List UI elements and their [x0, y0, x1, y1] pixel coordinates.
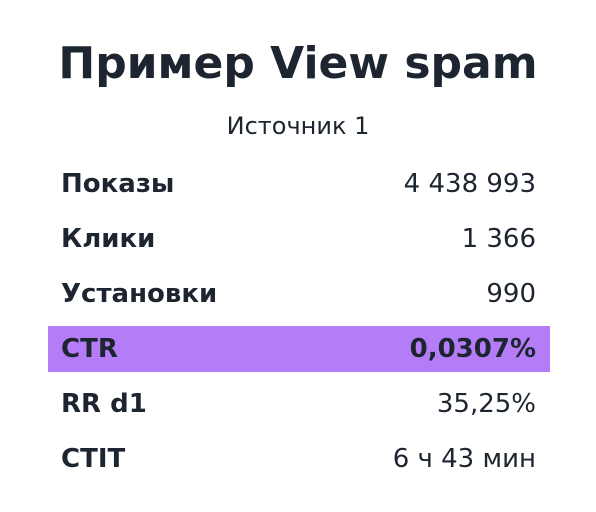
title: Пример View spam: [58, 38, 538, 89]
table-row: Клики 1 366: [48, 216, 550, 262]
metric-name: Установки: [61, 279, 218, 309]
table-row: CTR 0,0307%: [48, 326, 550, 372]
metric-value: 35,25%: [436, 389, 536, 419]
metric-name: CTR: [61, 334, 118, 364]
table-row: Установки 990: [48, 271, 550, 317]
metric-value: 1 366: [461, 224, 536, 254]
metric-value: 0,0307%: [409, 334, 536, 364]
table-row: Показы 4 438 993: [48, 161, 550, 207]
metric-value: 6 ч 43 мин: [392, 444, 536, 474]
metric-value: 990: [486, 279, 536, 309]
metric-name: CTIT: [61, 444, 126, 474]
table-row: CTIT 6 ч 43 мин: [48, 436, 550, 482]
metric-value: 4 438 993: [403, 169, 536, 199]
subtitle: Источник 1: [226, 112, 370, 140]
metric-name: RR d1: [61, 389, 147, 419]
table-row: RR d1 35,25%: [48, 381, 550, 427]
metric-name: Показы: [61, 169, 175, 199]
metric-name: Клики: [61, 224, 156, 254]
